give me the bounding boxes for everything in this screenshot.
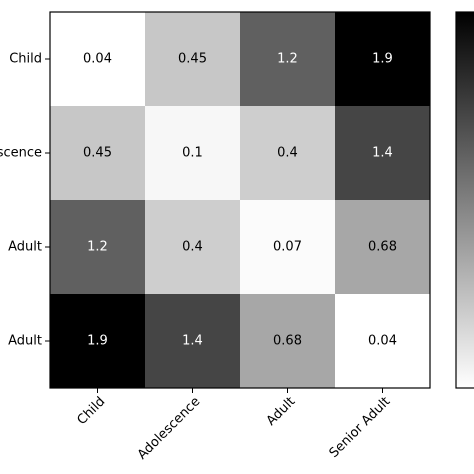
x-axis-ticks: Child Adolescence Adult Senior Adult xyxy=(75,388,394,463)
y-tick-label-3: Adult xyxy=(8,334,42,349)
heatmap-value-label-r1-c2: 0.4 xyxy=(277,146,298,161)
heatmap-value-label-r3-c0: 1.9 xyxy=(87,334,108,349)
colorbar xyxy=(455,11,474,389)
heatmap-cell-r2-c1 xyxy=(145,200,241,295)
heatmap-cell-r3-c0 xyxy=(50,294,146,389)
heatmap-cell-r0-c1 xyxy=(145,12,241,107)
x-tick-label-2: Adult xyxy=(264,394,299,429)
x-tick-label-0: Child xyxy=(75,394,109,428)
heatmap-value-label-r1-c1: 0.1 xyxy=(182,146,203,161)
heatmap-cell-r1-c2 xyxy=(240,106,336,201)
heatmap-cell-r1-c0 xyxy=(50,106,146,201)
x-tick-label-3: Senior Adult xyxy=(327,394,394,461)
heatmap-value-label-r2-c1: 0.4 xyxy=(182,240,203,255)
y-tick-label-1: scence xyxy=(0,146,42,161)
heatmap-value-label-r3-c1: 1.4 xyxy=(182,334,203,349)
plot-frame xyxy=(49,11,431,389)
heatmap-value-label-r1-c3: 1.4 xyxy=(372,146,393,161)
heatmap-value-label-r0-c1: 0.45 xyxy=(178,52,207,67)
heatmap-cell-r2-c2 xyxy=(240,200,336,295)
heatmap-cell-labels: 0.04 0.45 1.2 1.9 0.45 0.1 0.4 1.4 1.2 0.4 0.07 0.6… xyxy=(83,52,397,349)
heatmap-value-label-r3-c2: 0.68 xyxy=(273,334,302,349)
colorbar-gradient xyxy=(455,11,474,389)
heatmap-cells xyxy=(50,12,431,389)
heatmap-cell-r0-c0 xyxy=(50,12,146,107)
heatmap-cell-r1-c3 xyxy=(335,106,431,201)
y-tick-label-2: Adult xyxy=(8,240,42,255)
heatmap-value-label-r1-c0: 0.45 xyxy=(83,146,112,161)
heatmap-value-label-r2-c2: 0.07 xyxy=(273,240,302,255)
heatmap-value-label-r0-c2: 1.2 xyxy=(277,52,298,67)
heatmap-cell-r1-c1 xyxy=(145,106,241,201)
heatmap-cell-r0-c3 xyxy=(335,12,431,107)
y-axis-ticks: Child scence Adult Adult xyxy=(0,52,50,349)
y-tick-label-0: Child xyxy=(9,52,42,67)
heatmap-value-label-r0-c3: 1.9 xyxy=(372,52,393,67)
heatmap-cell-r3-c1 xyxy=(145,294,241,389)
heatmap-value-label-r3-c3: 0.04 xyxy=(368,334,397,349)
heatmap-cell-r3-c3 xyxy=(335,294,431,389)
heatmap-cell-r2-c3 xyxy=(335,200,431,295)
heatmap-value-label-r0-c0: 0.04 xyxy=(83,52,112,67)
x-tick-label-1: Adolescence xyxy=(135,394,203,462)
heatmap-cell-r3-c2 xyxy=(240,294,336,389)
heatmap-cell-r0-c2 xyxy=(240,12,336,107)
heatmap-value-label-r2-c3: 0.68 xyxy=(368,240,397,255)
heatmap-value-label-r2-c0: 1.2 xyxy=(87,240,108,255)
heatmap-cell-r2-c0 xyxy=(50,200,146,295)
